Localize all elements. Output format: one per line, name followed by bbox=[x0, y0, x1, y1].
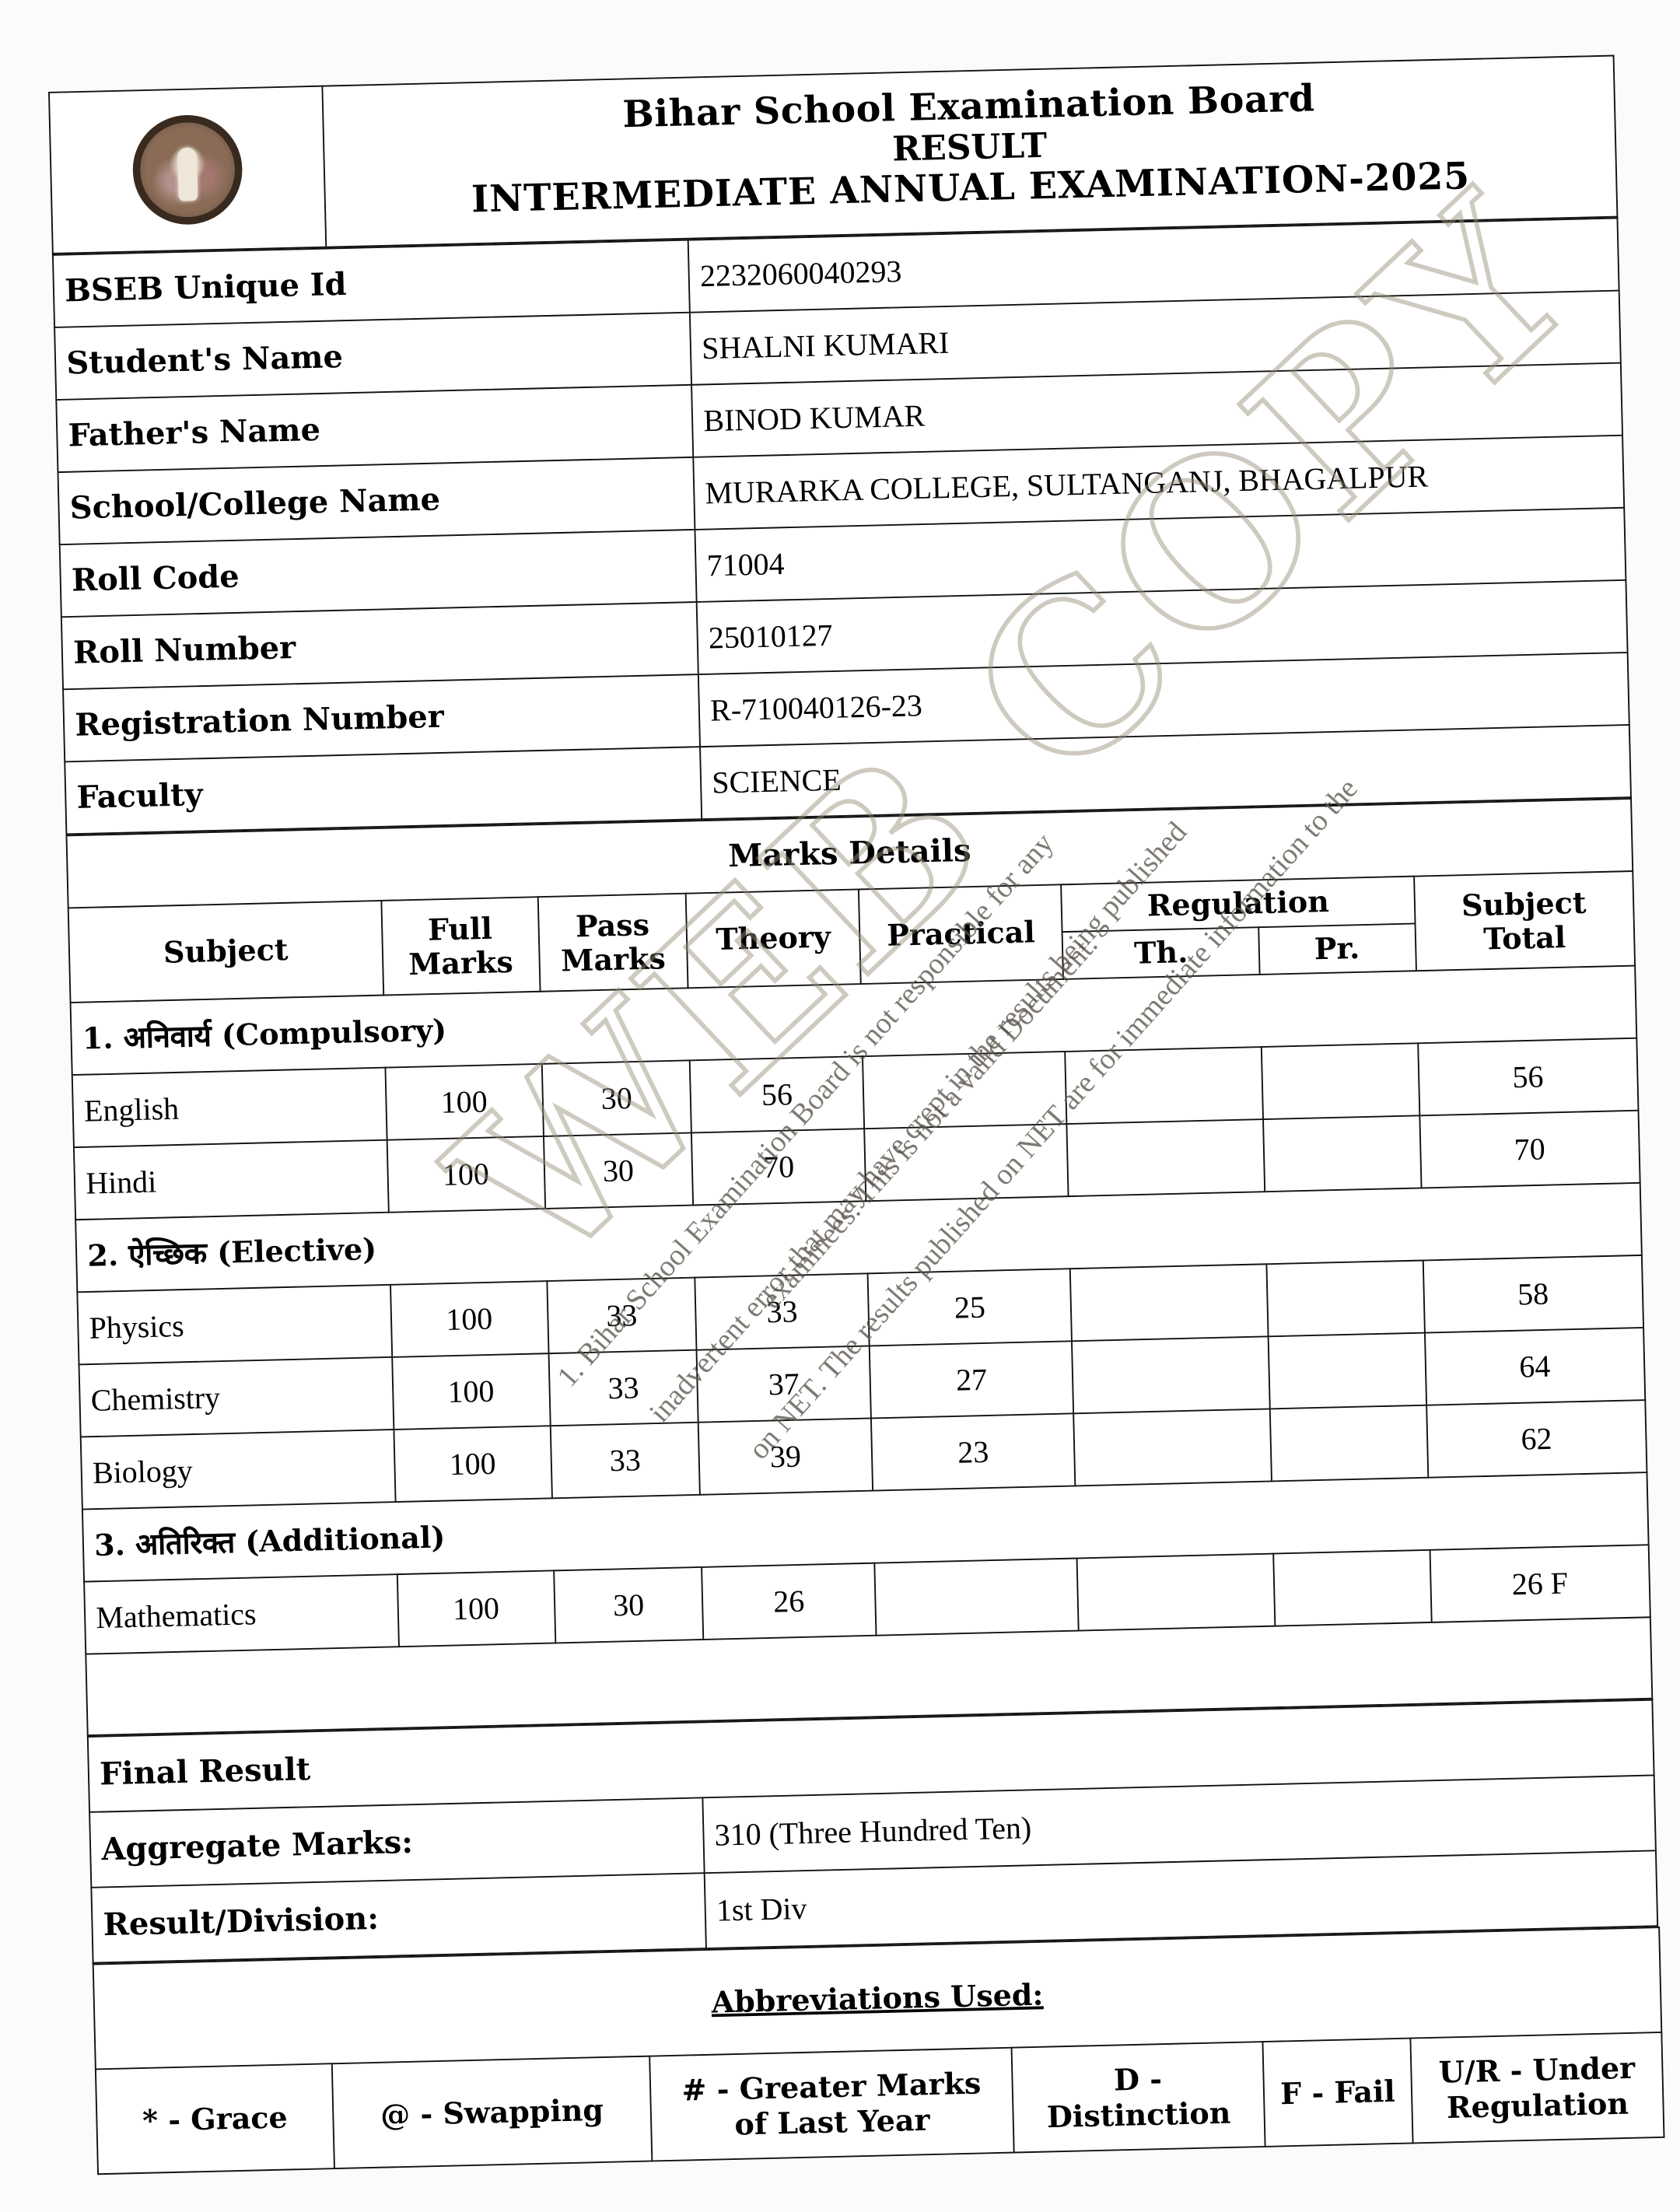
col-subject-total: Subject Total bbox=[1413, 871, 1636, 971]
final-result-table: Final Result Aggregate Marks: 310 (Three… bbox=[87, 1699, 1658, 1964]
marksheet-document: Bihar School Examination Board RESULT IN… bbox=[48, 54, 1665, 2175]
aggregate-label: Aggregate Marks: bbox=[89, 1797, 705, 1888]
subject-reg-th bbox=[1073, 1409, 1272, 1486]
abbr-fail: F - Fail bbox=[1262, 2038, 1413, 2147]
subject-total: 58 bbox=[1423, 1255, 1644, 1333]
subject-reg-pr bbox=[1265, 1260, 1425, 1337]
subject-practical: 25 bbox=[867, 1269, 1073, 1346]
subject-theory: 26 bbox=[702, 1563, 877, 1640]
col-regulation-th: Th. bbox=[1062, 927, 1260, 979]
col-pass-marks: Pass Marks bbox=[537, 893, 689, 992]
subject-theory: 56 bbox=[690, 1056, 864, 1133]
col-regulation: Regulation bbox=[1061, 876, 1415, 933]
abbr-swapping: @ - Swapping bbox=[331, 2056, 653, 2169]
col-theory: Theory bbox=[686, 889, 861, 989]
subject-name: Chemistry bbox=[79, 1356, 394, 1437]
subject-theory: 37 bbox=[696, 1346, 871, 1423]
division-label: Result/Division: bbox=[91, 1873, 706, 1963]
abbreviations-table: Abbreviations Used: * - Grace @ - Swappi… bbox=[93, 1927, 1665, 2175]
subject-name: Physics bbox=[77, 1284, 392, 1365]
subject-full-marks: 100 bbox=[391, 1353, 551, 1430]
abbr-distinction: D - Distinction bbox=[1011, 2042, 1265, 2153]
result-sheet: Bihar School Examination Board RESULT IN… bbox=[48, 54, 1664, 2175]
subject-practical bbox=[873, 1558, 1080, 1636]
subject-theory: 39 bbox=[698, 1418, 873, 1495]
abbr-grace: * - Grace bbox=[95, 2063, 334, 2175]
subject-full-marks: 100 bbox=[397, 1570, 555, 1647]
subject-name: Mathematics bbox=[84, 1574, 399, 1654]
subject-reg-pr bbox=[1262, 1115, 1421, 1192]
student-info-table: BSEB Unique Id 2232060040293 Student's N… bbox=[52, 217, 1632, 835]
field-label: Faculty bbox=[65, 747, 702, 835]
subject-pass-marks: 30 bbox=[541, 1060, 692, 1136]
subject-name: Hindi bbox=[73, 1139, 389, 1220]
subject-full-marks: 100 bbox=[387, 1136, 545, 1213]
subject-theory: 70 bbox=[691, 1129, 866, 1206]
subject-pass-marks: 30 bbox=[553, 1566, 704, 1643]
col-regulation-pr: Pr. bbox=[1258, 923, 1416, 975]
subject-reg-pr bbox=[1269, 1405, 1428, 1482]
subject-total: 56 bbox=[1417, 1038, 1639, 1116]
subject-full-marks: 100 bbox=[393, 1426, 552, 1503]
title-block: Bihar School Examination Board RESULT IN… bbox=[322, 55, 1618, 247]
subject-practical: 27 bbox=[869, 1341, 1074, 1419]
col-practical: Practical bbox=[858, 884, 1064, 985]
subject-name: English bbox=[72, 1067, 387, 1148]
subject-reg-th bbox=[1065, 1047, 1263, 1125]
subject-reg-pr bbox=[1272, 1549, 1432, 1626]
subject-total: 62 bbox=[1426, 1400, 1647, 1478]
col-full-marks: Full Marks bbox=[380, 897, 540, 996]
subject-pass-marks: 33 bbox=[548, 1349, 699, 1426]
subject-reg-th bbox=[1067, 1119, 1265, 1197]
subject-practical: 23 bbox=[870, 1413, 1076, 1491]
abbr-under-regulation: U/R - Under Regulation bbox=[1410, 2032, 1664, 2144]
subject-theory: 33 bbox=[695, 1273, 870, 1350]
subject-reg-th bbox=[1070, 1264, 1269, 1342]
subject-pass-marks: 33 bbox=[546, 1277, 697, 1354]
bseb-seal-icon bbox=[131, 114, 244, 226]
col-subject: Subject bbox=[68, 900, 383, 1003]
subject-total: 64 bbox=[1424, 1327, 1646, 1405]
subject-full-marks: 100 bbox=[390, 1281, 548, 1357]
subject-pass-marks: 33 bbox=[550, 1422, 701, 1499]
subject-practical bbox=[862, 1051, 1068, 1129]
subject-name: Biology bbox=[80, 1429, 396, 1510]
subject-practical bbox=[863, 1124, 1069, 1202]
subject-reg-pr bbox=[1261, 1043, 1419, 1120]
subject-total: 26 F bbox=[1429, 1545, 1650, 1622]
subject-pass-marks: 30 bbox=[543, 1132, 694, 1209]
subject-total: 70 bbox=[1419, 1110, 1640, 1188]
abbr-greater-marks: # - Greater Marks of Last Year bbox=[649, 2047, 1014, 2161]
subject-reg-th bbox=[1072, 1336, 1270, 1414]
marks-details-table: Marks Details Subject Full Marks Pass Ma… bbox=[66, 798, 1654, 1736]
subject-reg-th bbox=[1077, 1553, 1275, 1631]
subject-reg-pr bbox=[1268, 1332, 1426, 1409]
subject-full-marks: 100 bbox=[385, 1063, 544, 1140]
board-logo-cell bbox=[48, 86, 327, 254]
